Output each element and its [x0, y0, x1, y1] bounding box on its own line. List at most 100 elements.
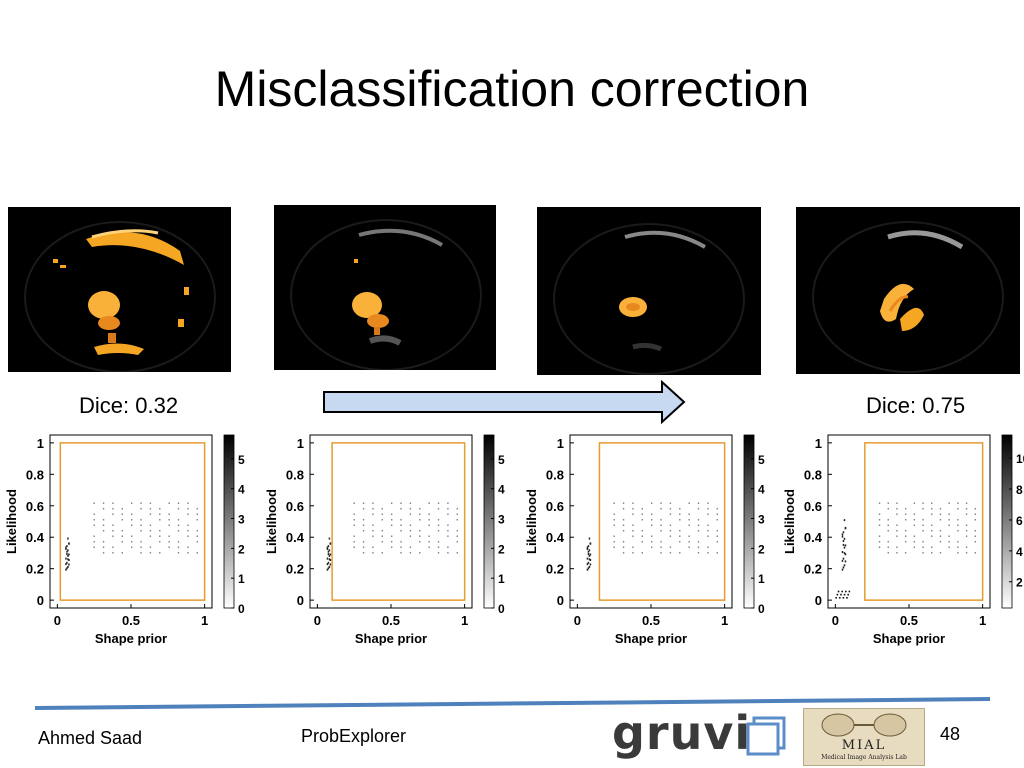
density-point	[922, 540, 924, 543]
density-point	[878, 535, 881, 538]
density-point	[660, 507, 662, 510]
y-tick-label: 1	[557, 436, 564, 451]
density-point	[419, 535, 421, 538]
dice-score-before: Dice: 0.32	[79, 393, 179, 418]
density-point	[159, 518, 161, 521]
density-point	[168, 540, 170, 543]
density-point	[707, 513, 709, 516]
density-point	[913, 513, 916, 516]
scatter-plot-1: 0 0.2 0.4 0.6 0.8 1 0 0.5 1 Shape prior Likelihood…	[2, 430, 245, 650]
density-point	[716, 535, 718, 538]
density-point	[613, 546, 615, 549]
density-point	[707, 529, 709, 532]
density-point	[93, 524, 95, 527]
y-tick-label: 0.8	[26, 467, 44, 482]
x-tick-label: 0	[574, 613, 581, 628]
density-point	[843, 564, 846, 567]
density-point	[586, 546, 589, 549]
density-point	[887, 551, 889, 554]
mial-logo-text: MIAL	[841, 738, 887, 753]
density-point	[632, 551, 634, 554]
density-point	[707, 524, 709, 527]
density-point	[707, 535, 709, 538]
mial-logo: MIAL Medical Image Analysis Lab	[803, 708, 925, 766]
density-point	[381, 513, 383, 516]
density-point	[419, 551, 421, 554]
density-point	[102, 551, 105, 554]
density-point	[939, 529, 942, 532]
plot-frame	[309, 434, 473, 609]
y-axis-label: Likelihood	[524, 489, 539, 554]
density-point	[669, 513, 672, 516]
right-arrow-icon	[322, 379, 687, 425]
density-point	[904, 518, 907, 521]
density-point	[842, 557, 845, 560]
density-point	[846, 596, 848, 599]
density-point	[437, 507, 440, 510]
x-tick-label: 1	[201, 613, 208, 628]
density-point	[66, 561, 68, 564]
density-point	[716, 518, 718, 521]
y-tick-label: 0.4	[804, 530, 823, 545]
density-point	[588, 554, 591, 557]
density-point	[362, 551, 365, 554]
density-point	[437, 524, 440, 527]
density-point	[102, 518, 105, 521]
density-point	[456, 551, 458, 554]
scatter-plot-4: 0 0.2 0.4 0.6 0.8 1 0 0.5 1 Shape prior Likelihood…	[780, 430, 1024, 650]
density-point	[121, 535, 123, 538]
density-point	[437, 540, 440, 543]
density-point	[329, 542, 332, 545]
density-point	[112, 513, 114, 516]
density-point	[428, 513, 430, 516]
density-point	[588, 565, 591, 568]
density-point	[328, 537, 331, 540]
colorbar	[223, 434, 235, 609]
density-point	[196, 529, 198, 532]
density-point	[913, 540, 916, 543]
x-axis-label: Shape prior	[873, 631, 945, 646]
density-point	[589, 563, 592, 566]
density-point	[974, 518, 976, 521]
density-point	[65, 563, 67, 566]
density-point	[112, 502, 114, 505]
density-point	[716, 540, 718, 543]
density-point	[669, 502, 672, 505]
colorbar-tick-label: 5	[498, 453, 505, 467]
density-point	[353, 502, 355, 505]
density-point	[362, 546, 365, 549]
density-point	[896, 524, 898, 527]
density-point	[841, 535, 844, 538]
density-point	[957, 518, 959, 521]
density-point	[456, 535, 458, 538]
density-point	[149, 507, 152, 510]
density-point	[372, 513, 374, 516]
density-point	[588, 558, 591, 561]
y-axis-label: Likelihood	[264, 489, 279, 554]
density-point	[669, 524, 672, 527]
density-point	[140, 540, 142, 543]
density-point	[974, 551, 976, 554]
density-point	[835, 596, 837, 599]
density-point	[390, 546, 393, 549]
density-point	[327, 545, 330, 548]
density-point	[381, 540, 383, 543]
density-point	[622, 540, 625, 543]
density-point	[931, 507, 933, 510]
density-point	[650, 502, 653, 505]
density-point	[419, 507, 421, 510]
density-point	[650, 540, 653, 543]
density-point	[68, 558, 70, 561]
density-point	[707, 502, 709, 505]
density-point	[112, 551, 114, 554]
x-tick-label: 0	[832, 613, 839, 628]
density-point	[327, 550, 330, 553]
density-point	[613, 535, 615, 538]
density-point	[957, 502, 959, 505]
selection-box	[331, 442, 466, 601]
density-point	[688, 513, 690, 516]
density-point	[326, 546, 329, 549]
page-number: 48	[940, 724, 961, 744]
density-point	[586, 563, 589, 566]
density-point	[669, 507, 672, 510]
